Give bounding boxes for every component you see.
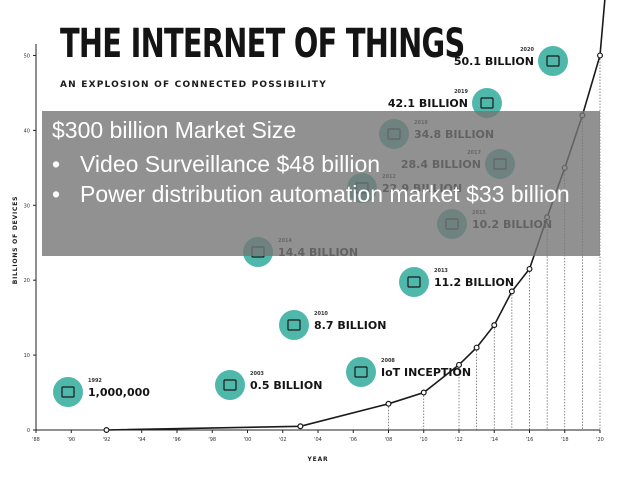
- milestone-year: 2020: [520, 47, 534, 53]
- milestone-circle: [346, 357, 376, 387]
- x-tick-label: '10: [420, 437, 428, 443]
- data-point: [491, 322, 498, 329]
- x-tick-label: '96: [173, 437, 181, 443]
- milestone-circle: [215, 370, 245, 400]
- y-tick-label: 50: [24, 53, 30, 59]
- fridge-icon: [480, 97, 494, 109]
- y-axis-label: BILLIONS OF DEVICES: [12, 196, 19, 284]
- milestone-label: IoT INCEPTION: [381, 366, 471, 379]
- x-tick-label: '92: [103, 437, 111, 443]
- data-point: [508, 288, 515, 295]
- x-tick-label: '90: [67, 437, 75, 443]
- milestone-year: 2003: [250, 371, 264, 377]
- x-tick-label: '06: [349, 437, 357, 443]
- milestone-circle: [279, 310, 309, 340]
- milestone-year: 1992: [88, 378, 102, 384]
- x-tick-label: '12: [455, 437, 463, 443]
- x-tick-label: '08: [385, 437, 393, 443]
- x-tick-label: '20: [596, 437, 604, 443]
- milestone-year: 2013: [434, 268, 448, 274]
- overlay-bullet-power-distribution: Power distribution automation market $33…: [42, 179, 600, 209]
- oven-icon: [407, 276, 421, 288]
- phone-watch-icon: [287, 319, 301, 331]
- milestone-circle: [399, 267, 429, 297]
- data-point: [420, 389, 427, 396]
- milestone-label: 0.5 BILLION: [250, 379, 322, 392]
- milestone-label: 1,000,000: [88, 386, 150, 399]
- x-tick-label: '14: [490, 437, 498, 443]
- computer-icon: [61, 386, 75, 398]
- chart-title: THE INTERNET OF THINGS: [60, 21, 465, 67]
- y-tick-label: 20: [24, 278, 30, 284]
- milestone-year: 2019: [454, 89, 468, 95]
- milestone-label: 8.7 BILLION: [314, 319, 386, 332]
- x-tick-label: '00: [244, 437, 252, 443]
- x-tick-label: '94: [138, 437, 146, 443]
- laptop-icon: [223, 379, 237, 391]
- data-point: [385, 400, 392, 407]
- y-tick-label: 30: [24, 203, 30, 209]
- x-tick-label: '98: [208, 437, 216, 443]
- overlay-bullet-video-surveillance: Video Surveillance $48 billion: [42, 149, 600, 179]
- y-tick-label: 0: [27, 428, 30, 434]
- lightbulb-icon: [354, 366, 368, 378]
- data-point: [297, 423, 304, 430]
- milestone-label: 11.2 BILLION: [434, 276, 514, 289]
- x-axis-label: YEAR: [307, 456, 329, 463]
- y-tick-label: 10: [24, 353, 30, 359]
- data-point: [526, 265, 533, 272]
- data-point: [473, 344, 480, 351]
- x-tick-label: '88: [32, 437, 40, 443]
- milestone-year: 2010: [314, 311, 328, 317]
- data-point: [596, 52, 603, 59]
- market-size-overlay: $300 billion Market Size Video Surveilla…: [42, 111, 600, 256]
- y-tick-label: 40: [24, 128, 30, 134]
- milestone-circle: [53, 377, 83, 407]
- data-point: [456, 361, 463, 368]
- milestone-circle: [538, 46, 568, 76]
- milestone-label: 50.1 BILLION: [454, 55, 534, 68]
- data-point: [103, 426, 110, 433]
- x-tick-label: '02: [279, 437, 287, 443]
- x-tick-label: '16: [526, 437, 534, 443]
- x-tick-label: '18: [561, 437, 569, 443]
- overlay-bullet-list: Video Surveillance $48 billion Power dis…: [42, 149, 600, 209]
- milestone-circle: [472, 88, 502, 118]
- milestone-year: 2008: [381, 358, 395, 364]
- chart-subtitle: AN EXPLOSION OF CONNECTED POSSIBILITY: [60, 80, 327, 90]
- x-tick-label: '04: [314, 437, 322, 443]
- milestone-label: 42.1 BILLION: [388, 97, 468, 110]
- overlay-heading: $300 billion Market Size: [52, 117, 297, 143]
- door-lock-icon: [546, 55, 560, 67]
